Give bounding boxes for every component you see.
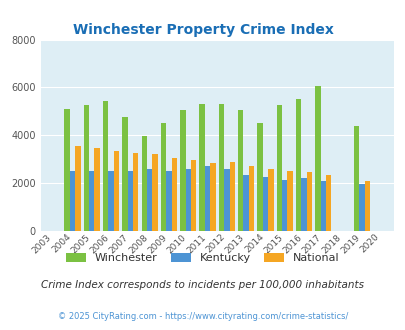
Bar bbox=[295, 99, 301, 231]
Bar bbox=[229, 162, 234, 231]
Bar bbox=[75, 146, 80, 231]
Bar bbox=[287, 171, 292, 231]
Bar bbox=[160, 123, 166, 231]
Bar bbox=[243, 175, 248, 231]
Bar bbox=[199, 104, 205, 231]
Bar bbox=[70, 171, 75, 231]
Bar bbox=[94, 148, 100, 231]
Bar bbox=[133, 153, 138, 231]
Text: © 2025 CityRating.com - https://www.cityrating.com/crime-statistics/: © 2025 CityRating.com - https://www.city… bbox=[58, 312, 347, 321]
Bar bbox=[83, 105, 89, 231]
Bar bbox=[262, 177, 268, 231]
Bar bbox=[248, 166, 254, 231]
Bar bbox=[147, 169, 152, 231]
Bar bbox=[268, 169, 273, 231]
Bar bbox=[364, 181, 369, 231]
Bar bbox=[103, 101, 108, 231]
Bar bbox=[190, 160, 196, 231]
Bar bbox=[108, 171, 113, 231]
Bar bbox=[276, 105, 281, 231]
Bar bbox=[210, 163, 215, 231]
Bar bbox=[64, 109, 70, 231]
Bar bbox=[325, 175, 330, 231]
Bar bbox=[205, 166, 210, 231]
Bar bbox=[89, 171, 94, 231]
Bar bbox=[320, 181, 325, 231]
Bar bbox=[180, 110, 185, 231]
Bar bbox=[353, 126, 358, 231]
Bar bbox=[171, 158, 177, 231]
Bar bbox=[141, 137, 147, 231]
Bar bbox=[301, 178, 306, 231]
Bar bbox=[127, 171, 133, 231]
Bar bbox=[152, 154, 158, 231]
Bar bbox=[257, 123, 262, 231]
Bar bbox=[224, 169, 229, 231]
Bar bbox=[281, 180, 287, 231]
Text: Crime Index corresponds to incidents per 100,000 inhabitants: Crime Index corresponds to incidents per… bbox=[41, 280, 364, 290]
Bar bbox=[122, 117, 127, 231]
Bar bbox=[218, 104, 224, 231]
Bar bbox=[315, 86, 320, 231]
Text: Winchester Property Crime Index: Winchester Property Crime Index bbox=[72, 23, 333, 37]
Bar bbox=[237, 110, 243, 231]
Bar bbox=[113, 151, 119, 231]
Legend: Winchester, Kentucky, National: Winchester, Kentucky, National bbox=[62, 248, 343, 268]
Bar bbox=[166, 171, 171, 231]
Bar bbox=[185, 169, 190, 231]
Bar bbox=[306, 172, 311, 231]
Bar bbox=[358, 184, 364, 231]
